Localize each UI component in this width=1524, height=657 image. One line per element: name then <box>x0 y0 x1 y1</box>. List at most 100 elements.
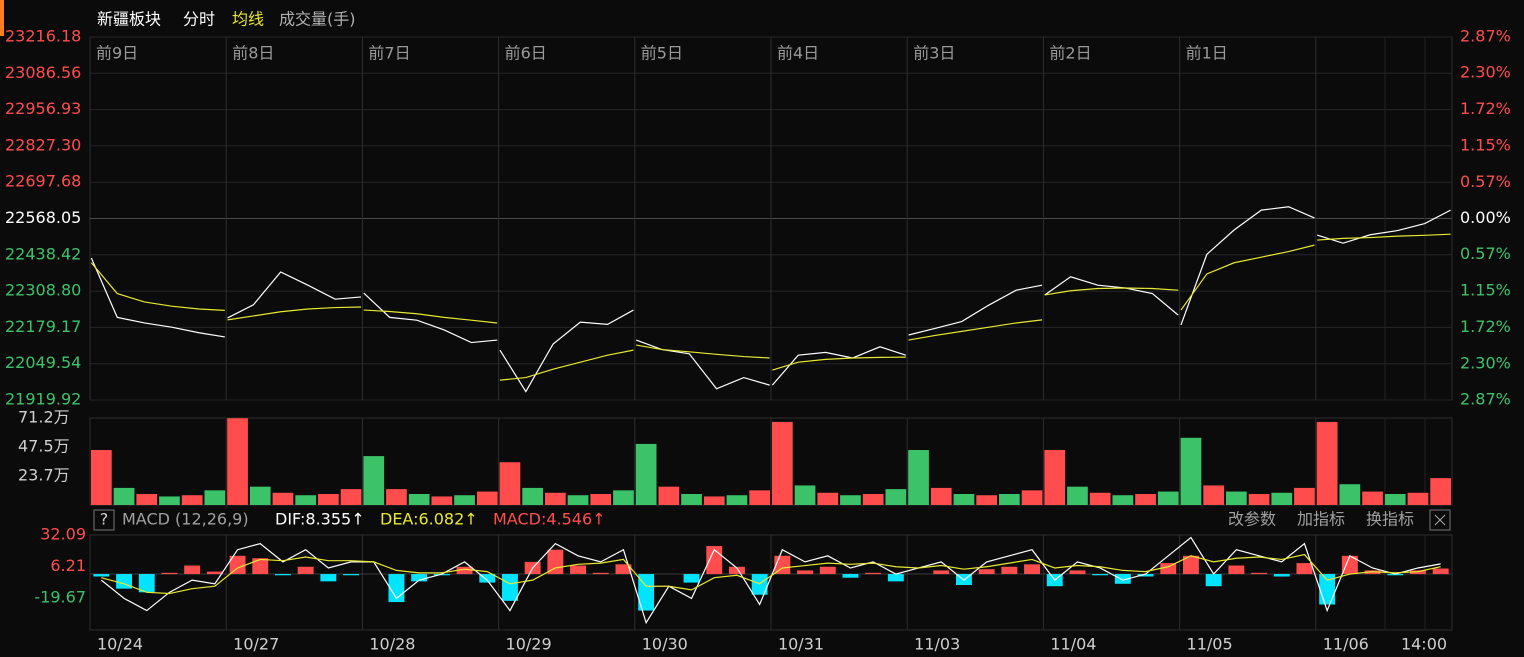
volume-bar <box>976 495 997 505</box>
y-tick-label: 23086.56 <box>5 63 81 82</box>
y-tick-label: 22049.54 <box>5 353 81 372</box>
y2-tick-label: 1.72% <box>1460 99 1511 118</box>
day-label: 前2日 <box>1049 44 1091 63</box>
macd-bar <box>1364 570 1381 575</box>
macd-bar <box>978 569 995 575</box>
volume-bar <box>136 494 158 505</box>
volume-bar <box>1021 490 1043 505</box>
volume-bar <box>249 486 271 505</box>
macd-bar <box>1092 574 1109 576</box>
macd-bar <box>1137 574 1154 577</box>
macd-bar <box>1251 572 1267 575</box>
macd-bar <box>570 565 586 575</box>
close-button[interactable] <box>1429 509 1451 531</box>
macd-bar <box>1160 563 1177 575</box>
volume-bar <box>817 492 839 505</box>
macd-bar <box>638 574 655 611</box>
volume-bar <box>1226 491 1247 505</box>
volume-bar <box>522 487 543 505</box>
header-title: 新疆板块 <box>97 10 161 29</box>
close-icon[interactable] <box>1434 514 1446 526</box>
button[interactable]: 加指标 <box>1297 510 1345 529</box>
volume-bar <box>295 495 316 505</box>
macd-bar <box>161 572 178 575</box>
day-label: 前3日 <box>913 44 955 63</box>
volume-bar <box>272 492 294 505</box>
price-line <box>90 206 1451 393</box>
macd-bar <box>1341 555 1358 575</box>
volume-bar <box>1362 491 1383 505</box>
volume-bar <box>885 489 907 505</box>
volume-bar <box>1044 450 1066 505</box>
x-tick-label: 14:00 <box>1401 635 1447 654</box>
y-tick-label: 47.5万 <box>18 436 70 455</box>
volume-bar <box>227 418 248 505</box>
macd-line <box>101 553 1441 595</box>
macd-bar <box>411 574 428 582</box>
volume-bar <box>181 495 203 505</box>
y2-tick-label: 2.30% <box>1460 63 1511 82</box>
x-tick-label: 11/05 <box>1187 635 1233 654</box>
y2-tick-label: 1.15% <box>1460 281 1511 300</box>
macd-bar <box>933 570 950 575</box>
macd-bar <box>729 566 745 575</box>
x-tick-label: 10/28 <box>369 635 415 654</box>
y-tick-label: 22179.17 <box>5 317 81 336</box>
macd-bar <box>1432 568 1449 575</box>
volume-bar <box>1294 487 1315 505</box>
volume-bar <box>1135 494 1156 505</box>
volume-bar <box>1112 495 1134 505</box>
y2-tick-label: 0.00% <box>1460 208 1511 227</box>
macd-bar <box>93 574 110 577</box>
macd-bar <box>592 572 609 575</box>
x-tick-label: 10/29 <box>506 635 552 654</box>
volume-bar <box>930 487 952 505</box>
macd-bar <box>252 558 269 575</box>
volume-bar <box>1339 484 1361 505</box>
volume-bar <box>794 485 816 505</box>
y-tick-label: 21919.92 <box>5 390 81 409</box>
macd-line <box>100 536 1441 625</box>
help-icon[interactable]: ? <box>100 510 109 529</box>
macd-bar <box>343 574 359 576</box>
macd-title: MACD (12,26,9) <box>122 510 249 529</box>
volume-bar <box>840 495 861 505</box>
volume-bar <box>1248 494 1270 505</box>
volume-bar <box>1067 486 1088 505</box>
macd-bar <box>547 549 564 575</box>
y-tick-label: 22308.80 <box>5 281 81 300</box>
volume-bar <box>681 494 702 505</box>
y-tick-label: 22956.93 <box>5 99 81 118</box>
volume-bar <box>908 450 929 505</box>
volume-title: 成交量(手) <box>279 10 356 29</box>
y-tick-label: 22697.68 <box>5 172 81 191</box>
volume-bar <box>499 462 521 505</box>
volume-bar <box>749 490 770 505</box>
day-label: 前5日 <box>641 44 683 63</box>
button[interactable]: 改参数 <box>1228 510 1276 529</box>
x-tick-label: 11/03 <box>914 635 960 654</box>
day-label: 前8日 <box>232 44 274 63</box>
y2-tick-label: 1.15% <box>1460 135 1511 154</box>
y-tick-label: 23.7万 <box>18 466 70 485</box>
macd-bar <box>184 565 201 575</box>
volume-bar <box>386 489 407 505</box>
help-button[interactable] <box>93 509 115 531</box>
y-tick-label: 22438.42 <box>5 244 81 263</box>
y-tick-label: 71.2万 <box>18 408 70 427</box>
y2-tick-label: 2.30% <box>1460 353 1511 372</box>
x-tick-label: 10/24 <box>97 635 143 654</box>
day-label: 前6日 <box>505 44 547 63</box>
volume-bar <box>408 494 430 505</box>
macd-bar <box>1183 555 1199 575</box>
macd-bar <box>1114 574 1131 584</box>
macd-bar <box>275 574 291 576</box>
x-tick-label: 10/31 <box>778 635 824 654</box>
volume-bar <box>635 443 657 505</box>
volume-bar <box>1180 437 1202 505</box>
macd-bar <box>456 566 473 575</box>
button[interactable]: 换指标 <box>1366 510 1414 529</box>
volume-bar <box>204 490 226 505</box>
